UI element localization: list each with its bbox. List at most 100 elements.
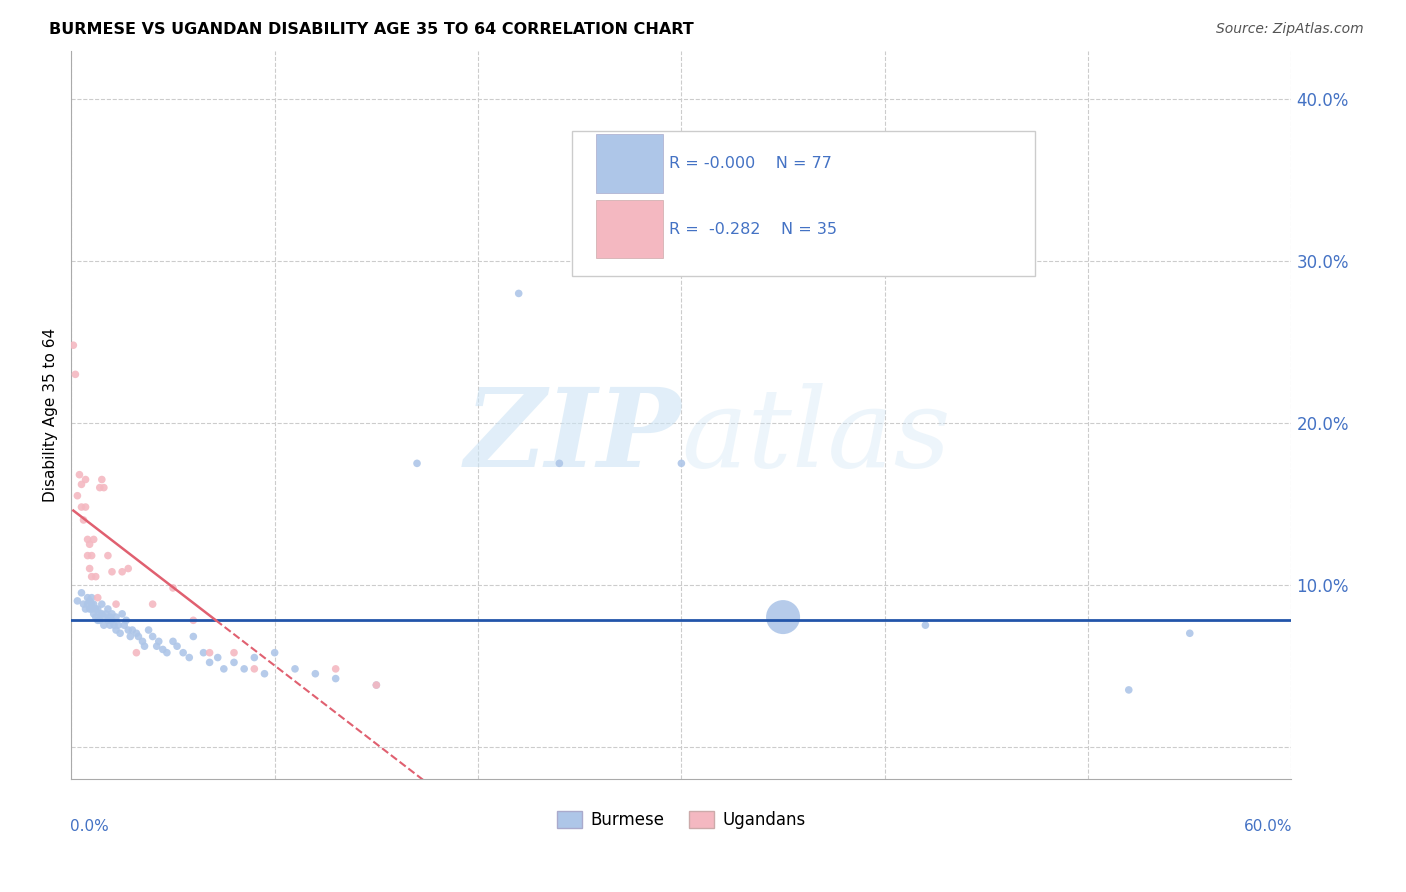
Point <box>1118 682 1140 697</box>
Point <box>65 368 87 382</box>
Point <box>90 473 112 487</box>
Point <box>138 623 160 637</box>
Point <box>80 549 103 563</box>
Point <box>156 646 179 660</box>
Point <box>772 610 794 624</box>
Point <box>131 634 153 648</box>
Point <box>162 634 184 648</box>
Point <box>183 613 205 627</box>
Point <box>72 597 94 611</box>
Point <box>101 565 124 579</box>
Point <box>145 639 167 653</box>
Point <box>172 646 194 660</box>
FancyBboxPatch shape <box>572 131 1035 277</box>
Point <box>66 594 89 608</box>
Point <box>76 549 98 563</box>
Point <box>80 597 103 611</box>
Point <box>75 473 97 487</box>
Point <box>284 662 307 676</box>
Point <box>105 610 128 624</box>
Point <box>142 630 165 644</box>
Point <box>87 613 110 627</box>
FancyBboxPatch shape <box>596 200 664 258</box>
Point <box>98 618 121 632</box>
Point <box>183 630 205 644</box>
Point <box>112 618 135 632</box>
Point <box>105 623 128 637</box>
Point <box>93 610 115 624</box>
Point <box>72 513 94 527</box>
Point <box>127 630 149 644</box>
Point <box>198 656 221 670</box>
Point <box>366 678 388 692</box>
Point <box>117 561 139 575</box>
Point <box>366 678 388 692</box>
Point <box>75 602 97 616</box>
FancyBboxPatch shape <box>596 135 664 193</box>
Point <box>212 662 235 676</box>
Point <box>207 650 229 665</box>
Point <box>80 569 103 583</box>
Point <box>90 597 112 611</box>
Point <box>111 565 134 579</box>
Point <box>111 607 134 621</box>
Legend: Burmese, Ugandans: Burmese, Ugandans <box>550 805 813 836</box>
Point <box>548 456 571 470</box>
Point <box>80 602 103 616</box>
Point <box>79 537 101 551</box>
Point <box>1178 626 1201 640</box>
Point <box>69 467 91 482</box>
Point <box>70 477 93 491</box>
Point <box>233 662 256 676</box>
Point <box>134 639 156 653</box>
Point <box>76 597 98 611</box>
Point <box>115 613 138 627</box>
Text: BURMESE VS UGANDAN DISABILITY AGE 35 TO 64 CORRELATION CHART: BURMESE VS UGANDAN DISABILITY AGE 35 TO … <box>49 22 695 37</box>
Point <box>89 613 111 627</box>
Text: R = -0.000    N = 77: R = -0.000 N = 77 <box>669 156 832 171</box>
Point <box>125 626 148 640</box>
Point <box>142 597 165 611</box>
Text: 60.0%: 60.0% <box>1244 819 1292 834</box>
Point <box>79 594 101 608</box>
Point <box>166 639 188 653</box>
Text: Source: ZipAtlas.com: Source: ZipAtlas.com <box>1216 22 1364 37</box>
Point <box>97 549 120 563</box>
Point <box>87 591 110 605</box>
Point <box>75 500 97 514</box>
Text: 0.0%: 0.0% <box>70 819 108 834</box>
Text: atlas: atlas <box>682 383 950 491</box>
Point <box>304 666 326 681</box>
Point <box>120 630 142 644</box>
Point <box>84 569 107 583</box>
Point <box>148 634 170 648</box>
Point <box>89 607 111 621</box>
Point <box>162 581 184 595</box>
Point <box>80 591 103 605</box>
Point <box>93 618 115 632</box>
Point <box>103 618 125 632</box>
Text: R =  -0.282    N = 35: R = -0.282 N = 35 <box>669 221 837 236</box>
Point <box>70 586 93 600</box>
Point <box>83 607 105 621</box>
Point <box>198 646 221 660</box>
Point <box>97 613 120 627</box>
Point <box>179 650 201 665</box>
Point <box>222 656 245 670</box>
Point <box>76 591 98 605</box>
Point <box>222 646 245 660</box>
Point <box>89 481 111 495</box>
Point <box>79 602 101 616</box>
Point <box>325 662 347 676</box>
Point <box>263 646 285 660</box>
Point <box>76 533 98 547</box>
Point <box>70 500 93 514</box>
Point <box>325 672 347 686</box>
Point <box>243 662 266 676</box>
Point <box>193 646 215 660</box>
Y-axis label: Disability Age 35 to 64: Disability Age 35 to 64 <box>44 327 58 502</box>
Point <box>94 607 117 621</box>
Point <box>105 597 128 611</box>
Point <box>97 602 120 616</box>
Point <box>117 623 139 637</box>
